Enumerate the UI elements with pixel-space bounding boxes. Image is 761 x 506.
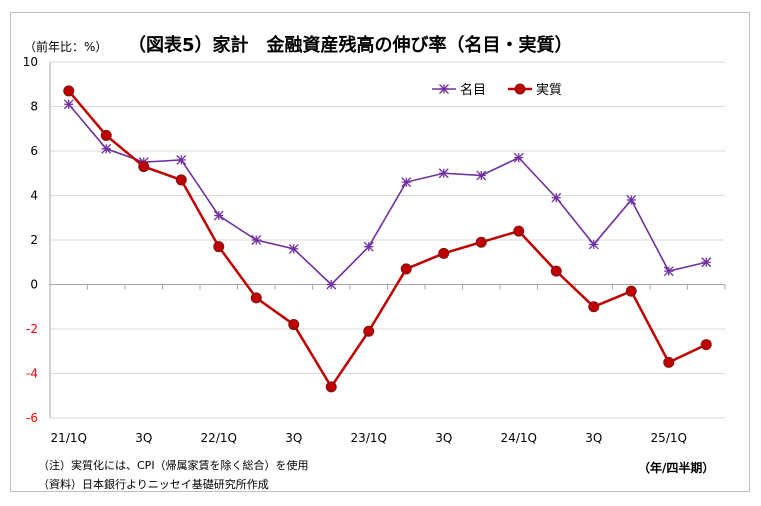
data-point [138, 161, 150, 173]
series-line [67, 90, 707, 390]
data-point [176, 154, 187, 165]
data-point [401, 177, 412, 188]
data-point [63, 99, 74, 110]
data-point [400, 263, 412, 275]
x-tick-label: 25/1Q [651, 431, 687, 445]
y-tick-label: 10 [23, 55, 38, 69]
x-tick-label: 24/1Q [501, 431, 537, 445]
data-point [588, 301, 600, 313]
data-point [213, 241, 225, 253]
data-point [513, 225, 525, 237]
data-point [438, 168, 449, 179]
data-point [101, 143, 112, 154]
chart-title: （図表5）家計 金融資産残高の伸び率（名目・実質） [128, 35, 573, 56]
data-point [438, 247, 450, 259]
legend-label: 実質 [536, 82, 562, 98]
series-line [68, 103, 707, 286]
chart-frame [10, 12, 750, 492]
x-tick-label: 23/1Q [351, 431, 387, 445]
gridlines [50, 61, 725, 419]
data-point [175, 174, 187, 186]
series-layer [63, 85, 712, 393]
data-point [363, 325, 375, 337]
x-tick-label: 3Q [585, 431, 602, 445]
data-point [626, 194, 637, 205]
legend: 名目 実質 [432, 82, 562, 98]
x-axis-ticks: 21/1Q 3Q 22/1Q 3Q 23/1Q 3Q 24/1Q 3Q 25/1Q [51, 431, 687, 445]
y-tick-label: 2 [30, 233, 38, 247]
data-point [701, 257, 712, 268]
data-point [550, 265, 562, 277]
data-point [663, 356, 675, 368]
y-tick-label: 4 [30, 189, 38, 203]
y-tick-label: 8 [30, 100, 38, 114]
x-tick-label: 21/1Q [51, 431, 87, 445]
data-point [439, 84, 449, 94]
series-real [63, 85, 712, 393]
axes [49, 62, 726, 418]
data-point [363, 241, 374, 252]
data-point [475, 236, 487, 248]
x-tick-label: 3Q [285, 431, 302, 445]
y-tick-label: -4 [26, 367, 38, 381]
y-axis-ticks: -6 -4 -2 0 2 4 6 8 10 [23, 55, 38, 425]
data-point [251, 235, 262, 245]
footnote-note: （注）実質化には、CPI（帰属家賃を除く総合）を使用 [38, 459, 309, 472]
legend-item: 実質 [508, 82, 562, 98]
data-point [514, 83, 526, 95]
series-nominal [63, 99, 712, 290]
y-tick-label: 6 [30, 144, 38, 158]
x-tick-label: 22/1Q [201, 431, 237, 445]
x-tick-label: 3Q [435, 431, 452, 445]
legend-label: 名目 [460, 82, 486, 98]
data-point [213, 210, 224, 221]
y-axis-unit-label: （前年比：%） [24, 40, 108, 54]
footnote-source: （資料）日本銀行よりニッセイ基礎研究所作成 [38, 478, 269, 491]
data-point [63, 85, 75, 97]
y-tick-label: -2 [26, 322, 38, 336]
data-point [476, 170, 487, 181]
data-point [326, 279, 337, 290]
y-tick-label: -6 [26, 411, 38, 425]
data-point [100, 129, 112, 141]
data-point [700, 339, 712, 351]
x-tick-label: 3Q [135, 431, 152, 445]
y-tick-label: 0 [30, 278, 38, 292]
data-point [663, 266, 674, 277]
data-point [288, 243, 299, 254]
legend-item: 名目 [432, 82, 486, 98]
x-axis-unit-label: （年/四半期） [638, 461, 715, 475]
data-point [513, 152, 524, 163]
data-point [325, 381, 337, 393]
data-point [551, 192, 562, 203]
data-point [250, 292, 262, 304]
data-point [288, 319, 300, 331]
data-point [588, 239, 599, 250]
data-point [625, 285, 637, 297]
